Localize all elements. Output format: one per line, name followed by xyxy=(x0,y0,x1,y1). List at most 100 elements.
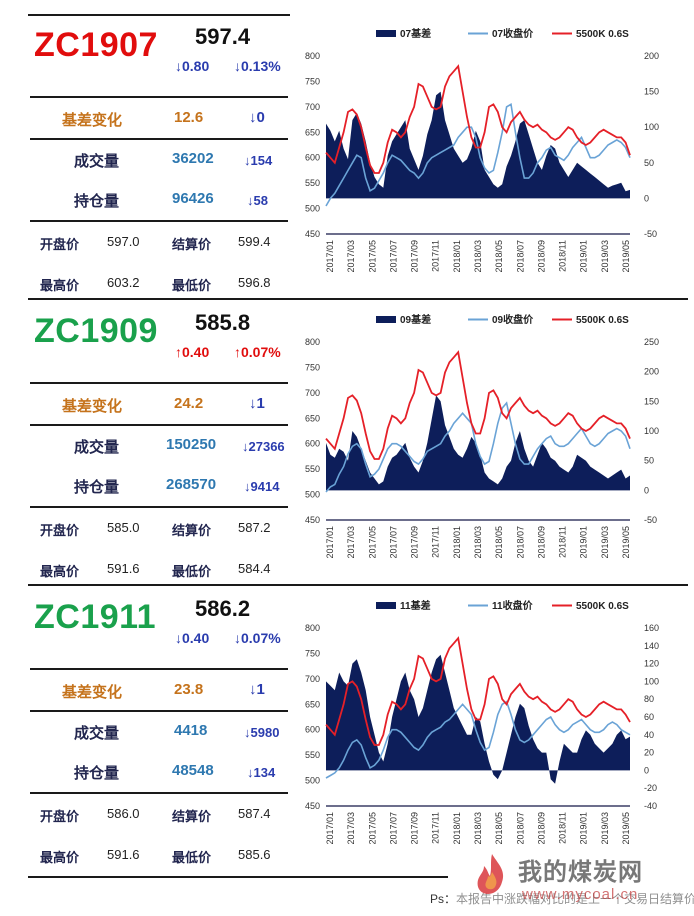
legend-label: 5500K 0.6S xyxy=(576,315,629,326)
volume-value: 4418 xyxy=(174,722,208,739)
change-absolute: ↓0.40 xyxy=(175,630,210,646)
change-percent: ↑0.07% xyxy=(234,344,281,360)
divider xyxy=(30,138,288,140)
x-tick-label: 2018/09 xyxy=(536,526,546,559)
x-tick-label: 2019/03 xyxy=(600,526,610,559)
y-left-tick-label: 700 xyxy=(305,674,320,684)
basis-chart: 09基差 09收盘价 5500K 0.6S450500550600650700750… xyxy=(305,313,659,559)
x-tick-label: 2019/03 xyxy=(600,812,610,845)
legend-label: 09基差 xyxy=(400,313,431,326)
y-right-tick-label: 200 xyxy=(644,51,659,61)
y-left-tick-label: 800 xyxy=(305,623,320,633)
y-left-tick-label: 750 xyxy=(305,362,320,372)
x-tick-label: 2019/03 xyxy=(600,240,610,273)
change-absolute: ↓0.80 xyxy=(175,58,210,74)
basis-change: ↓1 xyxy=(249,395,265,412)
open-interest-value: 96426 xyxy=(172,190,214,207)
low-price-value: 596.8 xyxy=(238,275,271,290)
y-right-tick-label: 100 xyxy=(644,676,659,686)
basis-label: 基差变化 xyxy=(62,684,123,701)
basis-chart: 07基差 07收盘价 5500K 0.6S450500550600650700750… xyxy=(305,27,659,273)
x-tick-label: 2018/07 xyxy=(515,526,525,559)
x-tick-label: 2017/03 xyxy=(346,812,356,845)
last-price: 586.2 xyxy=(195,596,251,621)
high-price-value: 603.2 xyxy=(107,275,140,290)
legend-label: 5500K 0.6S xyxy=(576,29,629,40)
y-left-tick-label: 550 xyxy=(305,464,320,474)
volume-change: ↓154 xyxy=(244,153,273,168)
x-tick-label: 2018/09 xyxy=(536,812,546,845)
open-price-label: 开盘价 xyxy=(40,237,80,252)
last-price: 597.4 xyxy=(195,24,251,49)
watermark-url: www.mycoal.cn xyxy=(522,886,639,903)
volume-label: 成交量 xyxy=(74,153,120,170)
volume-value: 36202 xyxy=(172,150,214,167)
y-right-tick-label: 60 xyxy=(644,712,654,722)
y-right-tick-label: -40 xyxy=(644,801,657,811)
y-right-tick-label: 0 xyxy=(644,765,649,775)
x-tick-label: 2017/07 xyxy=(388,240,398,273)
open-interest-label: 持仓量 xyxy=(74,193,120,210)
y-left-tick-label: 750 xyxy=(305,648,320,658)
spot-price-line xyxy=(325,350,631,460)
x-tick-label: 2018/01 xyxy=(452,812,462,845)
legend-label: 11收盘价 xyxy=(492,599,534,612)
divider xyxy=(30,220,288,222)
y-right-tick-label: 150 xyxy=(644,396,659,406)
y-left-tick-label: 450 xyxy=(305,229,320,239)
open-interest-value: 48548 xyxy=(172,762,214,779)
low-price-label: 最低价 xyxy=(172,564,212,579)
y-left-tick-label: 550 xyxy=(305,750,320,760)
chart-legend: 11基差 11收盘价 5500K 0.6S xyxy=(376,599,629,612)
open-price-label: 开盘价 xyxy=(40,809,80,824)
basis-change: ↓1 xyxy=(249,681,265,698)
x-tick-label: 2018/01 xyxy=(452,240,462,273)
high-price-label: 最高价 xyxy=(40,564,80,579)
high-price-label: 最高价 xyxy=(40,278,80,293)
contract-code: ZC1909 xyxy=(34,312,158,350)
basis-value: 23.8 xyxy=(174,681,204,698)
x-tick-label: 2018/11 xyxy=(558,240,568,272)
spot-price-line xyxy=(325,636,631,746)
x-tick-label: 2017/11 xyxy=(431,526,441,558)
divider xyxy=(30,506,288,508)
spot-price-line xyxy=(325,64,631,174)
x-tick-label: 2018/11 xyxy=(558,526,568,558)
open-price-value: 597.0 xyxy=(107,234,140,249)
y-right-tick-label: -50 xyxy=(644,229,657,239)
y-right-tick-label: 160 xyxy=(644,623,659,633)
contract-code: ZC1911 xyxy=(34,598,157,636)
x-tick-label: 2017/03 xyxy=(346,240,356,273)
y-left-tick-label: 600 xyxy=(305,439,320,449)
y-left-tick-label: 450 xyxy=(305,515,320,525)
y-right-tick-label: 50 xyxy=(644,456,654,466)
x-tick-label: 2019/01 xyxy=(579,240,589,273)
x-tick-label: 2017/09 xyxy=(410,240,420,273)
x-tick-label: 2017/11 xyxy=(431,812,441,844)
x-tick-label: 2017/09 xyxy=(410,812,420,845)
x-tick-label: 2019/05 xyxy=(621,240,631,273)
close-price-line xyxy=(325,401,631,493)
y-left-tick-label: 800 xyxy=(305,337,320,347)
open-interest-change: ↓9414 xyxy=(244,479,280,494)
y-right-tick-label: 0 xyxy=(644,485,649,495)
low-price-value: 584.4 xyxy=(238,561,271,576)
panel-rule xyxy=(28,298,688,300)
y-left-tick-label: 700 xyxy=(305,388,320,398)
divider xyxy=(30,710,288,712)
panel-rule xyxy=(28,584,688,586)
basis-change: ↓0 xyxy=(249,109,265,126)
open-price-value: 586.0 xyxy=(107,806,140,821)
settle-price-value: 587.4 xyxy=(238,806,271,821)
y-right-tick-label: -50 xyxy=(644,515,657,525)
open-interest-change: ↓58 xyxy=(247,193,268,208)
legend-label: 09收盘价 xyxy=(492,313,534,326)
y-left-tick-label: 750 xyxy=(305,76,320,86)
y-right-tick-label: 100 xyxy=(644,122,659,132)
x-tick-label: 2018/03 xyxy=(473,240,483,273)
x-tick-label: 2017/11 xyxy=(431,240,441,272)
x-tick-label: 2017/01 xyxy=(325,240,335,273)
settle-price-label: 结算价 xyxy=(172,809,212,824)
flame-icon xyxy=(477,854,504,894)
y-left-tick-label: 650 xyxy=(305,699,320,709)
